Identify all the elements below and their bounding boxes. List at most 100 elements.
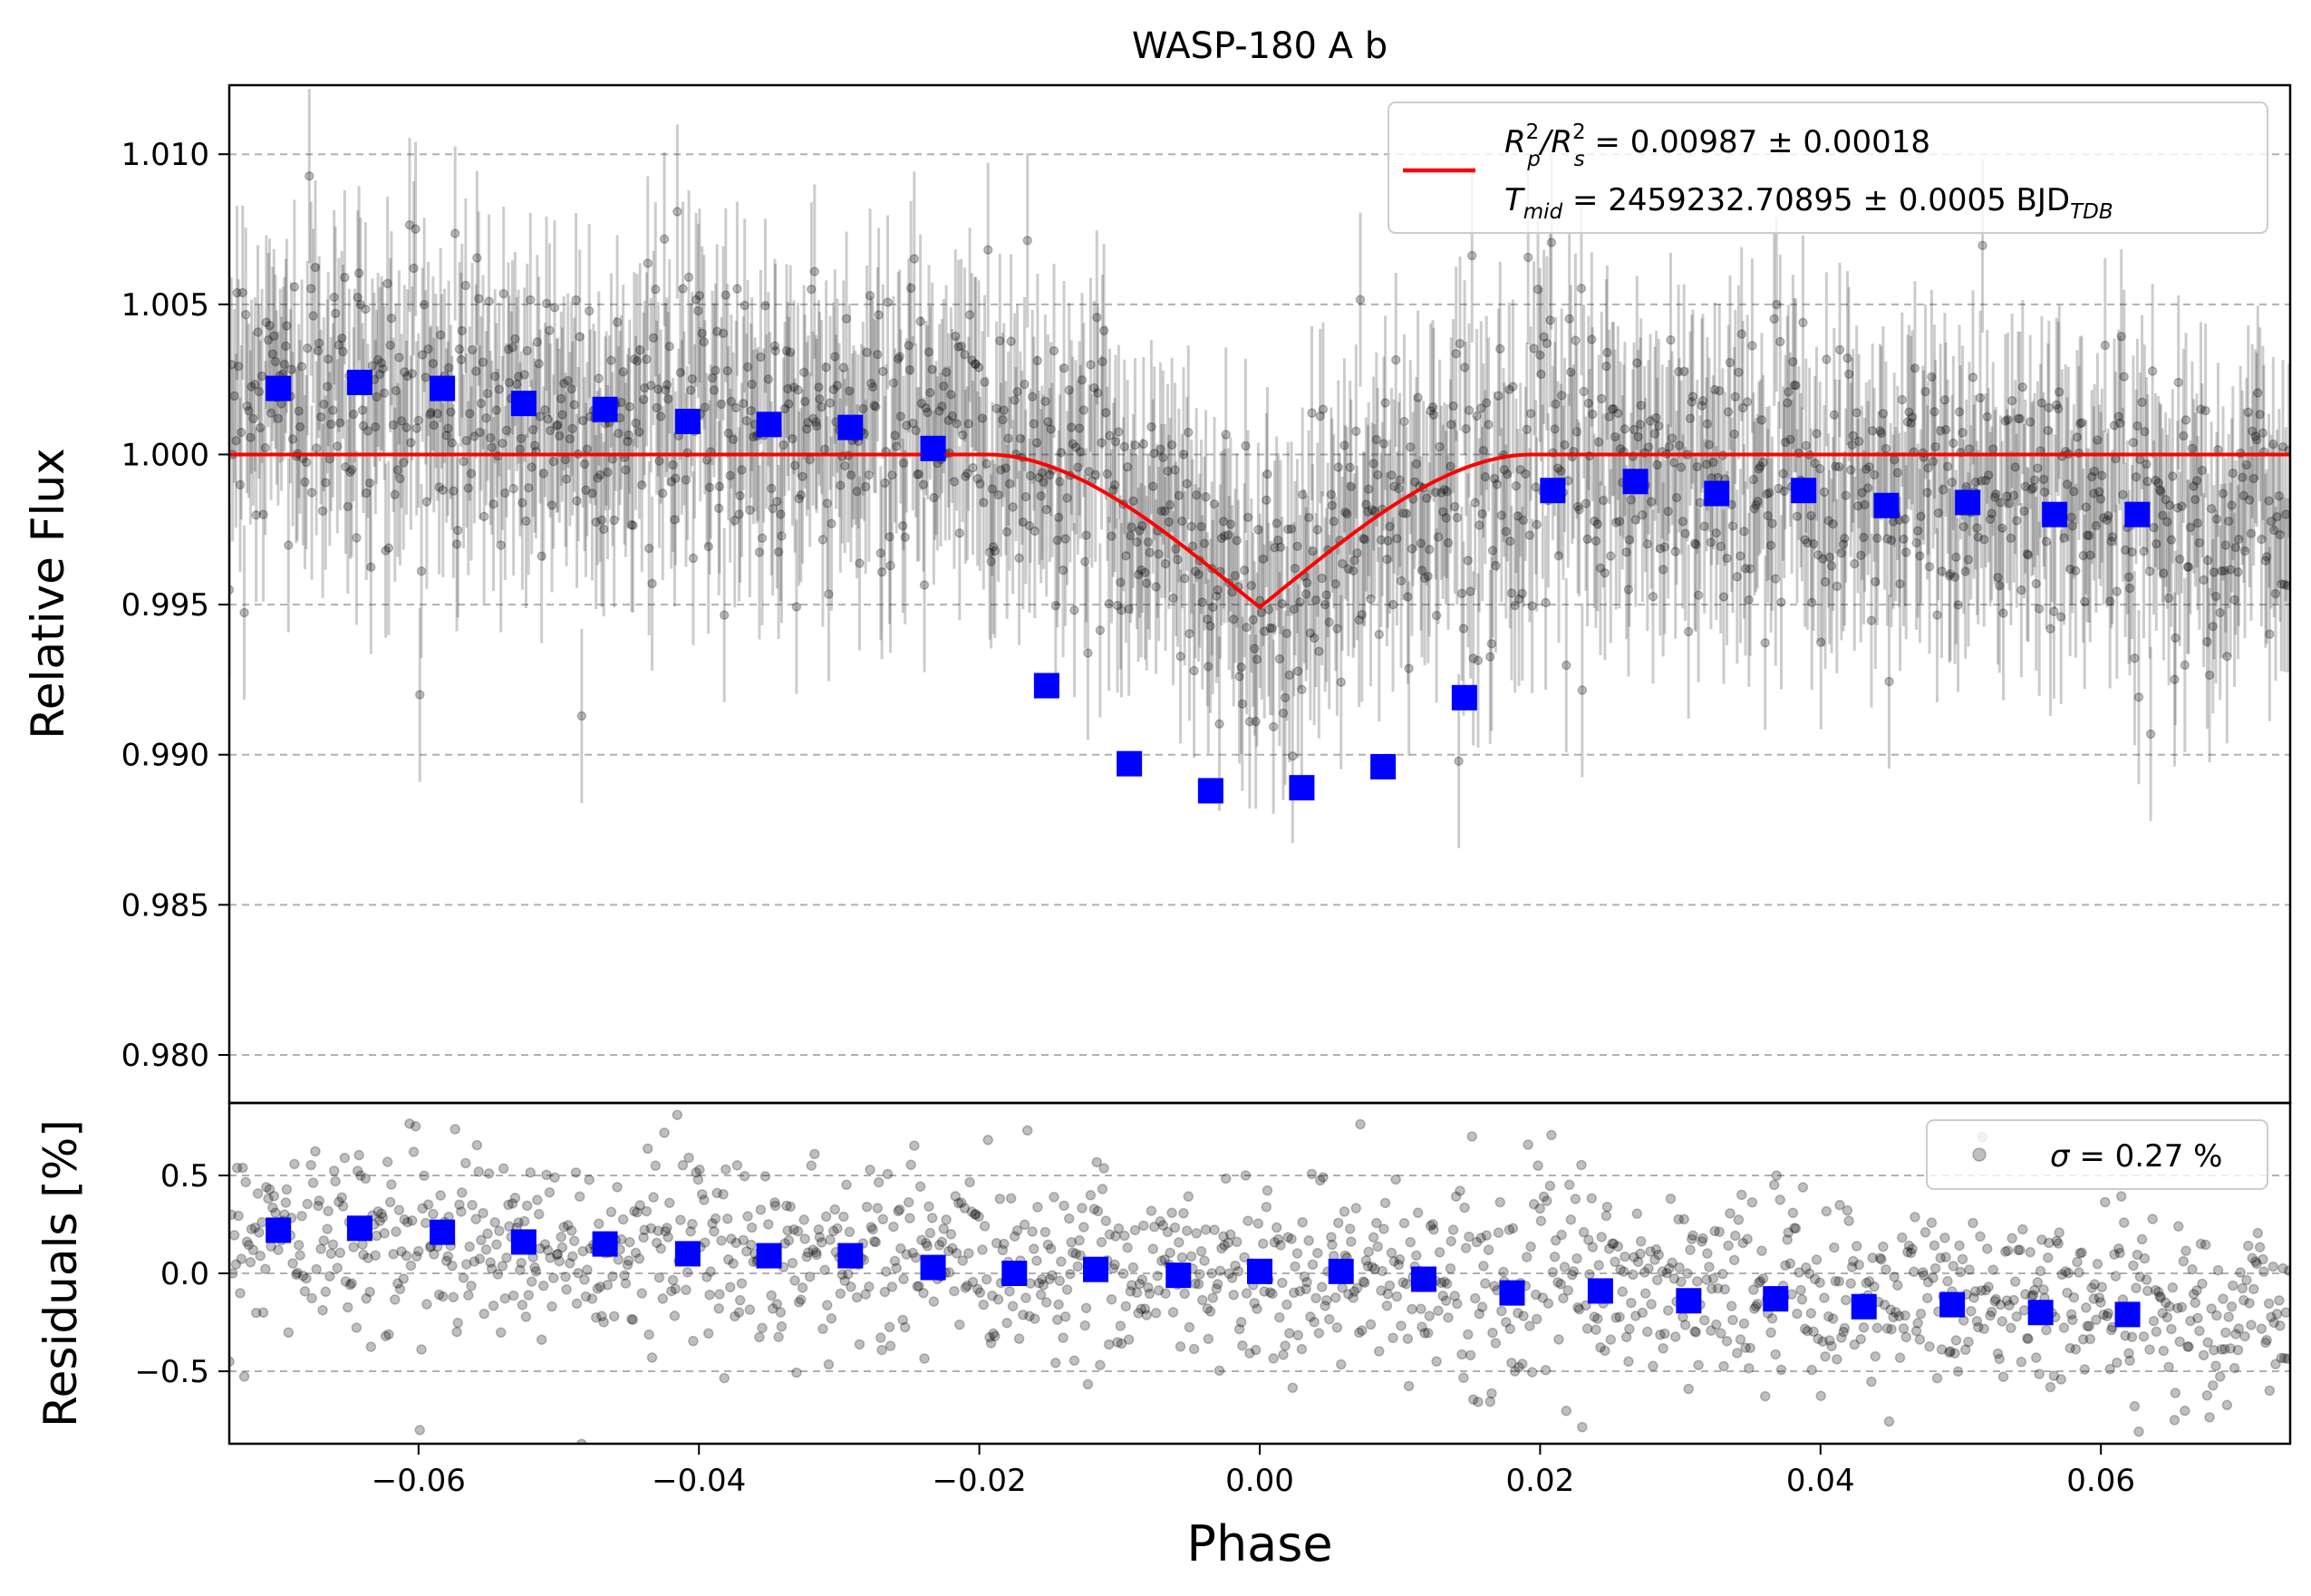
residual-point bbox=[2176, 1301, 2188, 1313]
residual-point bbox=[243, 1239, 255, 1251]
flux-point bbox=[1455, 338, 1465, 349]
residual-point bbox=[343, 1301, 353, 1313]
flux-point bbox=[2230, 542, 2241, 553]
flux-point bbox=[807, 413, 818, 424]
flux-point bbox=[893, 353, 904, 364]
residual-point bbox=[1082, 1378, 1094, 1390]
flux-point bbox=[2004, 498, 2015, 508]
flux-point bbox=[1518, 515, 1529, 526]
residual-point bbox=[1250, 1344, 1262, 1356]
residual-point bbox=[344, 1279, 356, 1291]
residual-point bbox=[1726, 1301, 1737, 1311]
flux-point bbox=[1535, 350, 1545, 361]
residual-point bbox=[1296, 1343, 1308, 1355]
residual-point bbox=[1929, 1262, 1941, 1274]
flux-point bbox=[1056, 448, 1067, 458]
residual-point bbox=[295, 1250, 305, 1261]
residual-point bbox=[383, 1329, 394, 1340]
flux-point bbox=[1725, 357, 1736, 368]
flux-point bbox=[378, 363, 388, 374]
residual-point bbox=[2045, 1381, 2056, 1393]
residual-point bbox=[1204, 1306, 1216, 1317]
residual-point bbox=[1321, 1294, 1332, 1306]
residual-point bbox=[471, 1139, 483, 1151]
residual-point bbox=[376, 1208, 387, 1219]
flux-point bbox=[1058, 565, 1068, 576]
flux-point bbox=[524, 483, 534, 493]
x-axis-label: Phase bbox=[1186, 1515, 1332, 1572]
residual-point bbox=[1481, 1230, 1492, 1241]
residual-point bbox=[1805, 1308, 1817, 1319]
flux-point bbox=[1847, 440, 1857, 450]
residual-point bbox=[1049, 1192, 1059, 1203]
residual-point bbox=[1452, 1298, 1463, 1310]
residual-point bbox=[1544, 1180, 1556, 1192]
flux-point bbox=[624, 401, 635, 411]
residual-point bbox=[755, 1204, 767, 1215]
residual-point bbox=[1571, 1253, 1582, 1264]
flux-point bbox=[1368, 459, 1378, 469]
residual-point bbox=[1853, 1259, 1864, 1271]
flux-point bbox=[1179, 574, 1190, 584]
flux-point bbox=[1716, 541, 1726, 552]
flux-point bbox=[975, 479, 985, 489]
flux-point bbox=[338, 346, 348, 357]
flux-point bbox=[2257, 534, 2267, 545]
residual-point bbox=[1829, 1242, 1840, 1253]
flux-point bbox=[1829, 410, 1840, 421]
flux-point bbox=[1339, 507, 1350, 517]
residual-point bbox=[281, 1184, 293, 1195]
flux-point bbox=[1352, 547, 1362, 558]
residual-point bbox=[1693, 1359, 1704, 1370]
binned-residual-point bbox=[674, 1241, 701, 1267]
flux-point bbox=[730, 402, 741, 413]
flux-point bbox=[1052, 535, 1062, 546]
flux-point bbox=[1458, 624, 1469, 634]
flux-point bbox=[1170, 465, 1180, 475]
binned-residual-point bbox=[756, 1243, 782, 1269]
residual-point bbox=[670, 1283, 682, 1294]
flux-point bbox=[1046, 424, 1056, 434]
flux-point bbox=[2008, 490, 2019, 500]
residual-point bbox=[688, 1335, 699, 1347]
flux-point bbox=[1833, 461, 1844, 472]
flux-point bbox=[1871, 576, 1881, 587]
flux-point bbox=[1651, 412, 1661, 423]
residual-point bbox=[2038, 1284, 2049, 1295]
flux-point bbox=[1424, 545, 1435, 555]
flux-point bbox=[1806, 510, 1816, 521]
flux-point bbox=[1491, 560, 1501, 571]
flux-point bbox=[1975, 392, 1986, 403]
residual-point bbox=[978, 1299, 990, 1311]
residual-point bbox=[1355, 1118, 1366, 1130]
residual-point bbox=[1760, 1390, 1771, 1402]
residual-point bbox=[1056, 1256, 1067, 1267]
flux-point bbox=[2248, 473, 2258, 484]
flux-point bbox=[773, 547, 784, 557]
binned-flux-point bbox=[1540, 478, 1566, 504]
flux-point bbox=[855, 558, 865, 568]
flux-point bbox=[1552, 463, 1563, 473]
residual-point bbox=[2067, 1314, 2078, 1326]
flux-point bbox=[1095, 625, 1106, 635]
flux-point bbox=[1387, 470, 1397, 480]
flux-point bbox=[1503, 469, 1513, 479]
flux-point bbox=[1475, 520, 1484, 530]
residual-point bbox=[1559, 1262, 1571, 1272]
binned-residual-point bbox=[1083, 1256, 1109, 1282]
flux-point bbox=[2183, 562, 2194, 572]
flux-point bbox=[1792, 511, 1803, 521]
residual-point bbox=[1531, 1313, 1542, 1325]
residual-point bbox=[1839, 1322, 1851, 1334]
residual-point bbox=[1291, 1248, 1303, 1259]
residual-point bbox=[334, 1196, 344, 1207]
residual-point bbox=[1581, 1323, 1593, 1334]
flux-point bbox=[1146, 421, 1156, 432]
flux-point bbox=[688, 553, 699, 564]
residual-point bbox=[1029, 1243, 1039, 1254]
x-tick-label: 0.06 bbox=[2066, 1463, 2135, 1499]
residual-point bbox=[1614, 1311, 1625, 1322]
residual-point bbox=[1379, 1197, 1391, 1209]
residual-point bbox=[1897, 1232, 1908, 1243]
residual-point bbox=[662, 1223, 672, 1233]
